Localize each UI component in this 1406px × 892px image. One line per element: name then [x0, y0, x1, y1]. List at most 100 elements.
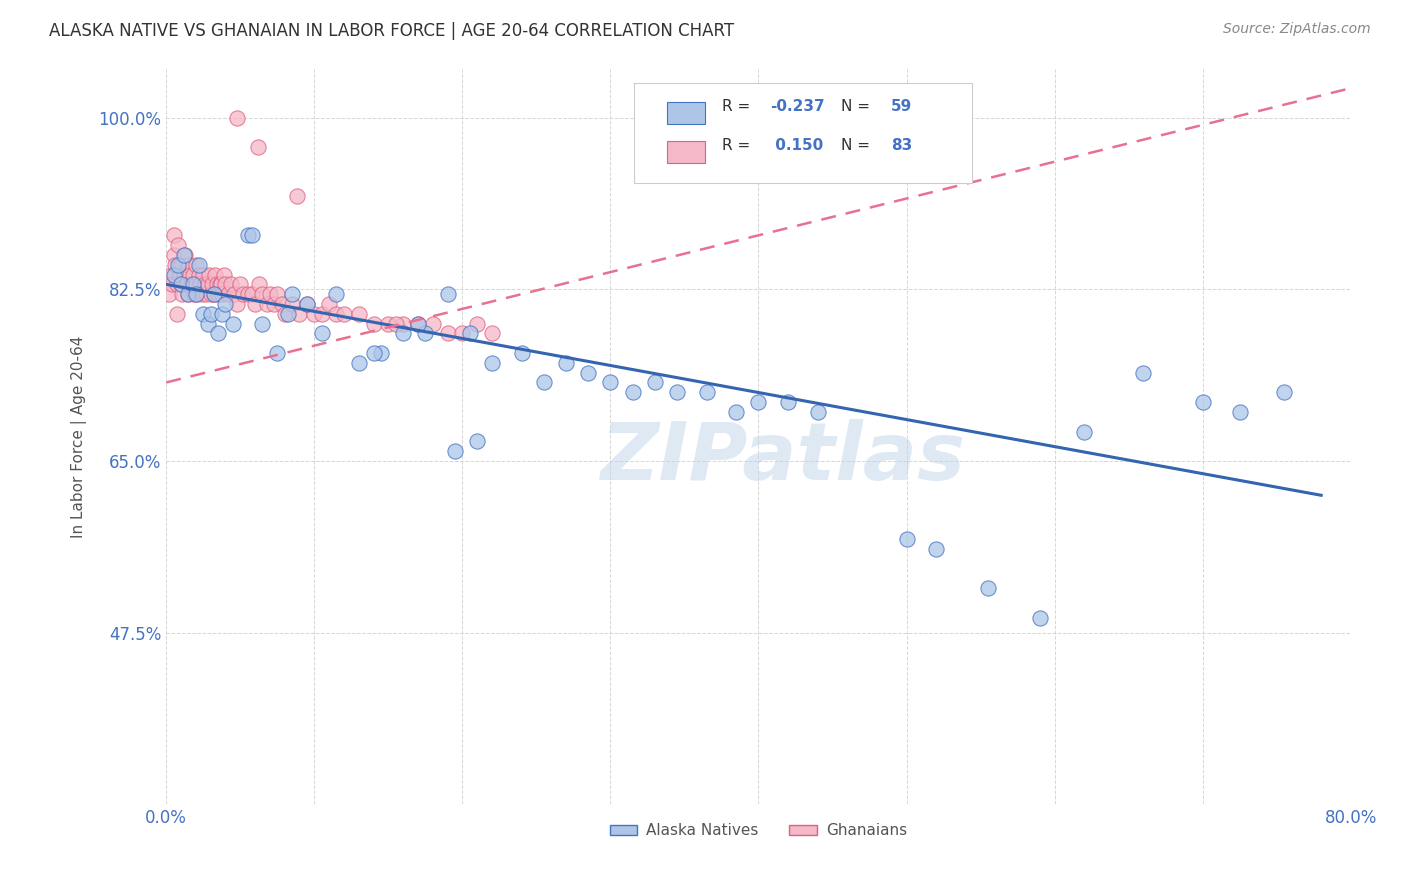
Point	[160, 277, 183, 292]
Point	[200, 307, 222, 321]
Point	[165, 258, 187, 272]
Point	[311, 326, 333, 341]
Point	[304, 307, 326, 321]
Point	[177, 287, 200, 301]
Point	[184, 287, 207, 301]
Point	[363, 317, 385, 331]
Point	[747, 395, 769, 409]
Point	[184, 258, 207, 272]
Point	[325, 287, 347, 301]
Point	[184, 277, 207, 292]
Point	[186, 287, 208, 301]
Text: R =: R =	[721, 138, 755, 153]
Point	[270, 297, 292, 311]
Point	[176, 277, 198, 292]
Point	[778, 395, 800, 409]
Point	[211, 287, 233, 301]
Point	[465, 434, 488, 449]
Point	[193, 268, 215, 282]
Point	[201, 277, 224, 292]
Point	[226, 111, 249, 125]
Point	[288, 307, 311, 321]
Point	[236, 228, 259, 243]
Point	[576, 366, 599, 380]
Point	[481, 356, 503, 370]
Legend: Alaska Natives, Ghanaians: Alaska Natives, Ghanaians	[603, 817, 914, 845]
Point	[224, 287, 246, 301]
Point	[295, 297, 318, 311]
Point	[1073, 425, 1095, 439]
Point	[236, 287, 259, 301]
Point	[187, 268, 209, 282]
Point	[170, 258, 193, 272]
Point	[1191, 395, 1213, 409]
Point	[311, 307, 333, 321]
Point	[159, 268, 181, 282]
Point	[162, 248, 184, 262]
Point	[183, 287, 205, 301]
Text: 83: 83	[891, 138, 912, 153]
Point	[162, 268, 184, 282]
Text: Source: ZipAtlas.com: Source: ZipAtlas.com	[1223, 22, 1371, 37]
Point	[173, 248, 195, 262]
Point	[1029, 611, 1052, 625]
Point	[166, 277, 188, 292]
Point	[277, 307, 299, 321]
Point	[392, 326, 415, 341]
Text: 59: 59	[891, 99, 912, 114]
Point	[170, 277, 193, 292]
Point	[666, 385, 689, 400]
Point	[599, 376, 621, 390]
Point	[172, 287, 194, 301]
Point	[285, 189, 308, 203]
Text: ALASKA NATIVE VS GHANAIAN IN LABOR FORCE | AGE 20-64 CORRELATION CHART: ALASKA NATIVE VS GHANAIAN IN LABOR FORCE…	[49, 22, 734, 40]
FancyBboxPatch shape	[634, 83, 972, 183]
Point	[266, 287, 288, 301]
Point	[208, 277, 231, 292]
Point	[177, 287, 200, 301]
Point	[204, 268, 226, 282]
Text: ZIPatlas: ZIPatlas	[600, 419, 965, 498]
Point	[406, 317, 429, 331]
Point	[896, 533, 918, 547]
Point	[415, 326, 437, 341]
Point	[644, 376, 666, 390]
Point	[202, 287, 225, 301]
Point	[205, 277, 228, 292]
Point	[370, 346, 392, 360]
Point	[174, 248, 197, 262]
Point	[273, 307, 295, 321]
Point	[217, 287, 239, 301]
Point	[281, 297, 304, 311]
Point	[226, 297, 249, 311]
Point	[259, 287, 281, 301]
Point	[198, 268, 221, 282]
Point	[229, 277, 252, 292]
Point	[180, 277, 202, 292]
Point	[207, 287, 229, 301]
Point	[725, 405, 748, 419]
Point	[197, 317, 219, 331]
Point	[167, 238, 190, 252]
Point	[247, 140, 270, 154]
Point	[384, 317, 406, 331]
Point	[243, 297, 266, 311]
Point	[436, 287, 458, 301]
Point	[1229, 405, 1251, 419]
Point	[195, 287, 218, 301]
Point	[170, 277, 193, 292]
Point	[167, 258, 190, 272]
Point	[325, 307, 347, 321]
Text: N =: N =	[841, 138, 876, 153]
Point	[193, 307, 215, 321]
Point	[173, 268, 195, 282]
Point	[221, 277, 243, 292]
Bar	[668, 141, 706, 162]
Point	[212, 268, 235, 282]
Text: N =: N =	[841, 99, 876, 114]
Point	[977, 582, 1000, 596]
Point	[406, 317, 429, 331]
Point	[295, 297, 318, 311]
Point	[481, 326, 503, 341]
Point	[458, 326, 481, 341]
